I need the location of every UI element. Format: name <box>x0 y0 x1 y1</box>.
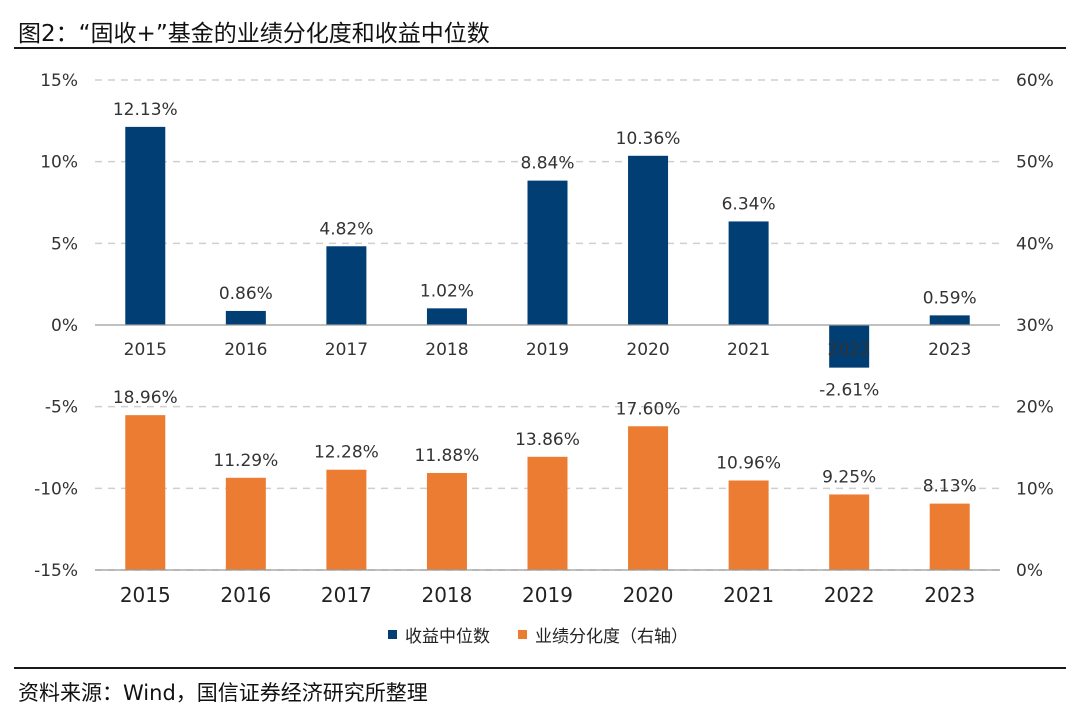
lower-category-label: 2020 <box>623 583 674 607</box>
upper-category-label: 2020 <box>626 340 669 360</box>
bar-return <box>829 325 870 368</box>
upper-category-label: 2021 <box>727 340 770 360</box>
data-label-dispersion: 13.86% <box>515 430 580 450</box>
lower-category-label: 2018 <box>421 583 472 607</box>
bar-return <box>929 315 970 325</box>
data-label-return: 10.36% <box>616 129 681 149</box>
bar-dispersion <box>125 415 166 570</box>
left-tick-label: 5% <box>51 234 78 254</box>
right-tick-label: 60% <box>1016 71 1054 91</box>
upper-category-label: 2023 <box>928 340 971 360</box>
lower-category-label: 2015 <box>120 583 171 607</box>
data-label-return: 8.84% <box>520 154 574 174</box>
bar-return <box>728 221 769 325</box>
left-tick-label: -15% <box>34 561 78 581</box>
bar-dispersion <box>929 503 970 570</box>
source-rule <box>14 667 1066 669</box>
data-label-return: 1.02% <box>420 281 474 301</box>
right-tick-label: 10% <box>1016 479 1054 499</box>
bar-dispersion <box>728 480 769 570</box>
bar-dispersion <box>829 494 870 570</box>
legend-label-dispersion: 业绩分化度（右轴） <box>535 627 688 647</box>
data-label-return: 4.82% <box>319 219 373 239</box>
left-tick-label: 15% <box>40 71 78 91</box>
bar-dispersion <box>426 472 467 570</box>
left-tick-label: -5% <box>45 398 78 418</box>
lower-category-label: 2017 <box>321 583 372 607</box>
legend-item-dispersion: 业绩分化度（右轴） <box>518 622 688 647</box>
data-label-return: 0.59% <box>923 288 977 308</box>
right-tick-label: 0% <box>1016 561 1043 581</box>
lower-category-label: 2021 <box>723 583 774 607</box>
bar-dispersion <box>628 426 669 570</box>
lower-category-label: 2019 <box>522 583 573 607</box>
legend-label-return: 收益中位数 <box>405 627 490 647</box>
data-label-dispersion: 8.13% <box>923 477 977 497</box>
right-tick-label: 30% <box>1016 316 1054 336</box>
lower-category-label: 2016 <box>220 583 271 607</box>
data-label-dispersion: 18.96% <box>113 388 178 408</box>
lower-category-label: 2022 <box>824 583 875 607</box>
title-rule <box>14 47 1066 49</box>
right-tick-label: 50% <box>1016 153 1054 173</box>
upper-category-label: 2019 <box>526 340 569 360</box>
bar-dispersion <box>326 469 367 570</box>
legend-swatch-dispersion <box>518 630 527 639</box>
data-label-return: 6.34% <box>722 194 776 214</box>
upper-category-label: 2017 <box>325 340 368 360</box>
bar-dispersion <box>225 477 266 570</box>
left-tick-label: -10% <box>34 479 78 499</box>
bar-return <box>426 308 467 325</box>
data-label-dispersion: 11.29% <box>213 451 278 471</box>
right-tick-label: 20% <box>1016 398 1054 418</box>
data-label-return: 0.86% <box>219 284 273 304</box>
data-label-dispersion: 9.25% <box>822 467 876 487</box>
upper-category-label: 2018 <box>425 340 468 360</box>
chart-title: 图2：“固收+”基金的业绩分化度和收益中位数 <box>18 21 490 47</box>
data-label-dispersion: 12.28% <box>314 443 379 463</box>
left-tick-label: 10% <box>40 153 78 173</box>
bar-chart: 15% 10% 5% 0% -5% -10% -15% 60% 50% 40% 30% 20% 10% 0… <box>34 71 1054 607</box>
data-label-dispersion: 11.88% <box>415 446 480 466</box>
upper-category-label: 2016 <box>224 340 267 360</box>
lower-category-label: 2023 <box>924 583 975 607</box>
bar-return <box>326 246 367 325</box>
legend-swatch-return <box>388 630 397 639</box>
upper-category-label: 2015 <box>124 340 167 360</box>
bar-return <box>225 310 266 325</box>
bar-return <box>628 155 669 325</box>
right-tick-label: 40% <box>1016 234 1054 254</box>
left-tick-label: 0% <box>51 316 78 336</box>
bar-return <box>125 126 166 325</box>
bar-return <box>527 180 568 325</box>
legend-item-return: 收益中位数 <box>388 622 490 647</box>
upper-category-label: 2022 <box>828 340 871 360</box>
data-label-dispersion: 10.96% <box>716 453 781 473</box>
source-note: 资料来源：Wind，国信证券经济研究所整理 <box>18 681 428 705</box>
data-label-return: -2.61% <box>819 381 879 401</box>
data-label-dispersion: 17.60% <box>616 399 681 419</box>
data-label-return: 12.13% <box>113 100 178 120</box>
bar-dispersion <box>527 456 568 570</box>
